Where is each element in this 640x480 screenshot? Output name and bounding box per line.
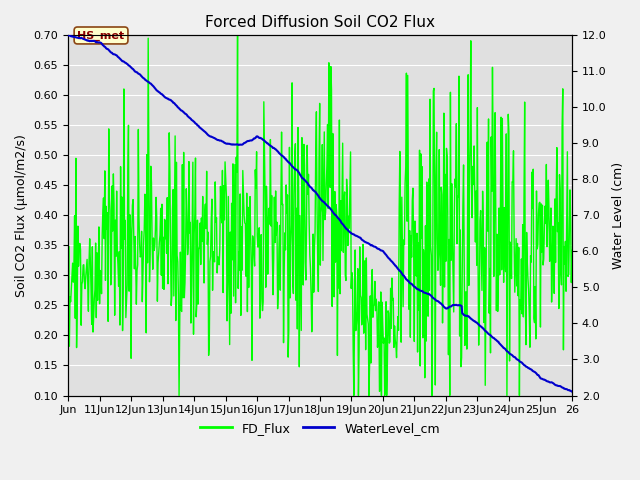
WaterLevel_cm	[400, 273, 408, 278]
FD_Flux	[175, 393, 183, 398]
FD_Flux	[234, 33, 241, 38]
Title: Forced Diffusion Soil CO2 Flux: Forced Diffusion Soil CO2 Flux	[205, 15, 435, 30]
Text: HS_met: HS_met	[77, 30, 125, 41]
Line: WaterLevel_cm: WaterLevel_cm	[68, 36, 572, 392]
FD_Flux	[64, 331, 72, 337]
FD_Flux	[373, 303, 381, 309]
WaterLevel_cm	[124, 61, 131, 67]
Legend: FD_Flux, WaterLevel_cm: FD_Flux, WaterLevel_cm	[195, 417, 445, 440]
FD_Flux	[568, 248, 576, 253]
Y-axis label: Water Level (cm): Water Level (cm)	[612, 162, 625, 269]
WaterLevel_cm	[216, 138, 223, 144]
FD_Flux	[401, 181, 409, 187]
WaterLevel_cm	[260, 137, 268, 143]
WaterLevel_cm	[241, 140, 248, 146]
FD_Flux	[124, 282, 131, 288]
WaterLevel_cm	[568, 389, 576, 395]
FD_Flux	[261, 199, 269, 204]
WaterLevel_cm	[372, 244, 380, 250]
WaterLevel_cm	[64, 33, 72, 38]
Y-axis label: Soil CO2 Flux (μmol/m2/s): Soil CO2 Flux (μmol/m2/s)	[15, 134, 28, 297]
Line: FD_Flux: FD_Flux	[68, 36, 572, 396]
FD_Flux	[216, 183, 224, 189]
FD_Flux	[243, 274, 250, 279]
